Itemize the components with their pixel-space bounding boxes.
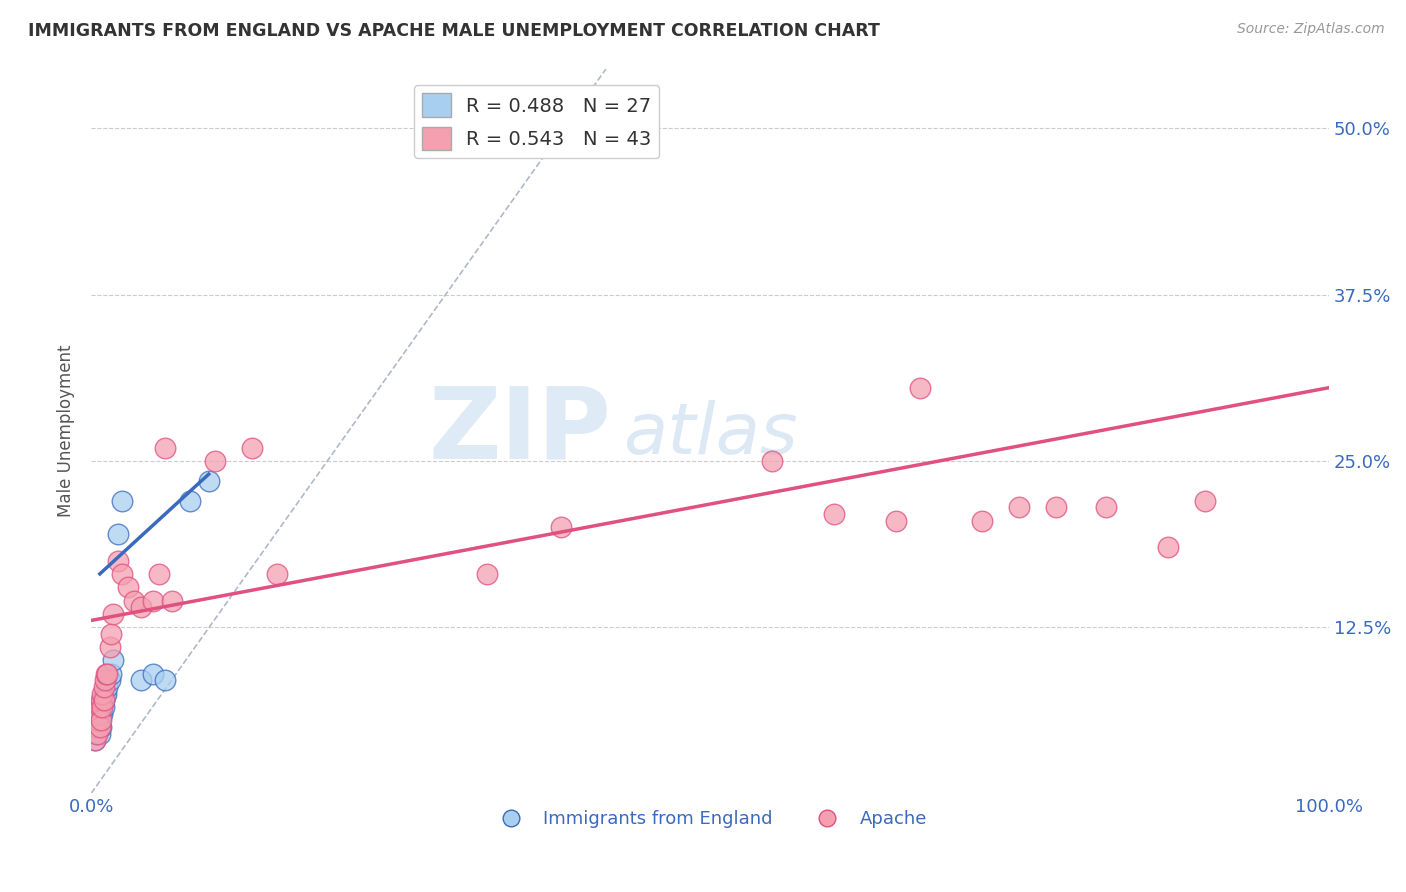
Point bbox=[197, 474, 219, 488]
Point bbox=[1008, 500, 1031, 515]
Point bbox=[93, 693, 115, 707]
Point bbox=[100, 626, 122, 640]
Point bbox=[83, 733, 105, 747]
Point bbox=[1045, 500, 1067, 515]
Point bbox=[103, 653, 125, 667]
Point bbox=[129, 673, 152, 688]
Point bbox=[266, 566, 288, 581]
Point bbox=[155, 673, 177, 688]
Text: IMMIGRANTS FROM ENGLAND VS APACHE MALE UNEMPLOYMENT CORRELATION CHART: IMMIGRANTS FROM ENGLAND VS APACHE MALE U… bbox=[28, 22, 880, 40]
Point bbox=[100, 666, 122, 681]
Point bbox=[107, 527, 129, 541]
Point bbox=[86, 720, 108, 734]
Point bbox=[107, 553, 129, 567]
Point bbox=[884, 514, 907, 528]
Point bbox=[86, 713, 108, 727]
Point bbox=[96, 680, 118, 694]
Point bbox=[83, 733, 105, 747]
Point bbox=[86, 726, 108, 740]
Point bbox=[93, 699, 115, 714]
Point bbox=[87, 706, 110, 721]
Point bbox=[94, 687, 117, 701]
Text: Source: ZipAtlas.com: Source: ZipAtlas.com bbox=[1237, 22, 1385, 37]
Point bbox=[142, 666, 165, 681]
Legend: Immigrants from England, Apache: Immigrants from England, Apache bbox=[485, 803, 934, 835]
Point bbox=[240, 441, 263, 455]
Point bbox=[1194, 493, 1216, 508]
Point bbox=[84, 720, 107, 734]
Point bbox=[94, 673, 117, 688]
Point bbox=[823, 507, 845, 521]
Point bbox=[87, 706, 110, 721]
Point bbox=[1157, 541, 1180, 555]
Point bbox=[91, 693, 114, 707]
Point bbox=[98, 640, 121, 654]
Point bbox=[93, 693, 115, 707]
Point bbox=[972, 514, 994, 528]
Point bbox=[91, 706, 114, 721]
Point bbox=[179, 493, 201, 508]
Point bbox=[117, 580, 139, 594]
Text: atlas: atlas bbox=[623, 400, 799, 469]
Point bbox=[98, 673, 121, 688]
Point bbox=[84, 726, 107, 740]
Point bbox=[142, 593, 165, 607]
Point bbox=[94, 687, 117, 701]
Point bbox=[550, 520, 572, 534]
Point bbox=[89, 726, 111, 740]
Point bbox=[91, 687, 114, 701]
Text: ZIP: ZIP bbox=[427, 383, 612, 479]
Point bbox=[90, 720, 112, 734]
Point bbox=[103, 607, 125, 621]
Point bbox=[91, 699, 114, 714]
Point bbox=[204, 454, 226, 468]
Point bbox=[89, 720, 111, 734]
Point bbox=[90, 713, 112, 727]
Point bbox=[124, 593, 146, 607]
Point bbox=[96, 666, 118, 681]
Point bbox=[89, 699, 111, 714]
Point bbox=[148, 566, 170, 581]
Point bbox=[111, 493, 134, 508]
Point bbox=[93, 680, 115, 694]
Point bbox=[89, 699, 111, 714]
Point bbox=[89, 713, 111, 727]
Point bbox=[761, 454, 783, 468]
Point bbox=[90, 693, 112, 707]
Point bbox=[129, 600, 152, 615]
Point bbox=[111, 566, 134, 581]
Point bbox=[155, 441, 177, 455]
Y-axis label: Male Unemployment: Male Unemployment bbox=[58, 344, 75, 517]
Point bbox=[90, 706, 112, 721]
Point bbox=[87, 713, 110, 727]
Point bbox=[910, 381, 932, 395]
Point bbox=[1095, 500, 1118, 515]
Point bbox=[160, 593, 183, 607]
Point bbox=[94, 666, 117, 681]
Point bbox=[477, 566, 499, 581]
